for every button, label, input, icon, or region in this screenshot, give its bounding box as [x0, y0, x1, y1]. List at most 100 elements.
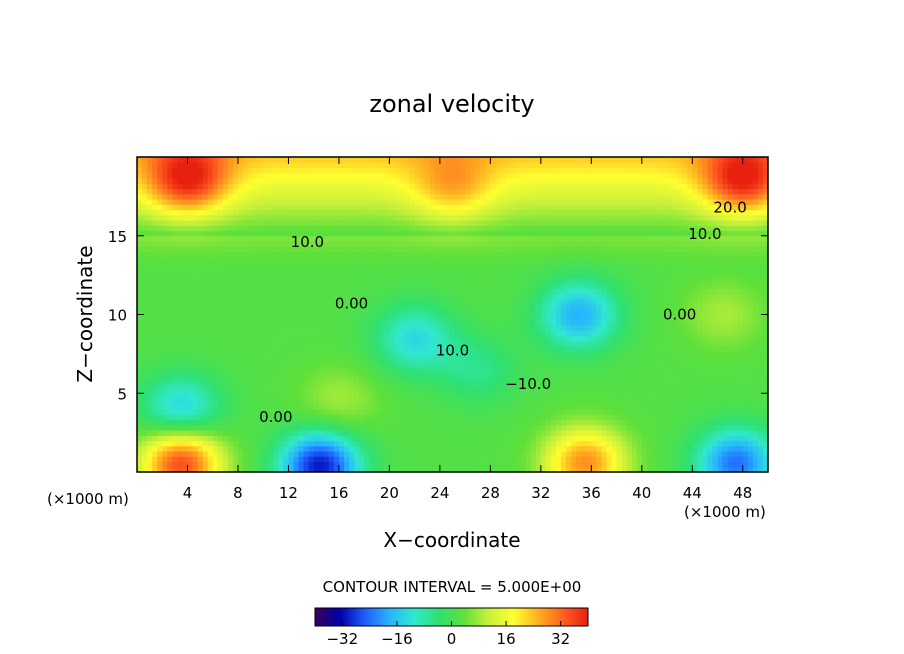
heatmap-cell: [475, 351, 481, 358]
heatmap-cell: [444, 241, 451, 247]
heatmap-cell: [298, 393, 305, 400]
heatmap-cell: [162, 204, 168, 211]
heatmap-cell: [530, 241, 537, 247]
heatmap-cell: [237, 377, 244, 384]
heatmap-cell: [394, 167, 401, 174]
heatmap-cell: [455, 256, 461, 263]
heatmap-cell: [530, 340, 537, 347]
heatmap-cell: [470, 193, 476, 200]
heatmap-cell: [243, 440, 249, 447]
heatmap-cell: [207, 256, 214, 263]
heatmap-cell: [480, 304, 486, 310]
heatmap-cell: [152, 235, 158, 242]
heatmap-cell: [212, 325, 219, 331]
heatmap-cell: [338, 356, 345, 363]
heatmap-cell: [162, 382, 168, 389]
heatmap-cell: [328, 172, 335, 179]
heatmap-cell: [550, 188, 557, 195]
heatmap-cell: [313, 298, 320, 305]
heatmap-cell: [303, 246, 310, 253]
heatmap-cell: [333, 277, 340, 284]
heatmap-cell: [227, 188, 234, 195]
heatmap-cell: [253, 246, 259, 253]
heatmap-cell: [222, 162, 229, 169]
heatmap-cell: [227, 256, 234, 263]
heatmap-cell: [278, 361, 284, 368]
heatmap-cell: [480, 262, 486, 268]
heatmap-cell: [308, 367, 315, 373]
heatmap-cell: [515, 451, 522, 457]
heatmap-cell: [465, 382, 471, 389]
heatmap-cell: [535, 209, 542, 216]
heatmap-cell: [550, 162, 557, 169]
heatmap-cell: [222, 361, 229, 368]
heatmap-cell: [520, 403, 527, 410]
heatmap-cell: [217, 304, 224, 310]
heatmap-cell: [520, 393, 527, 400]
heatmap-cell: [404, 419, 411, 426]
heatmap-cell: [540, 424, 547, 431]
heatmap-cell: [243, 346, 249, 352]
heatmap-cell: [520, 309, 527, 316]
heatmap-cell: [268, 262, 274, 268]
heatmap-cell: [303, 403, 310, 410]
heatmap-cell: [293, 199, 300, 205]
heatmap-cell: [545, 277, 552, 284]
heatmap-cell: [293, 178, 300, 184]
heatmap-cell: [449, 461, 456, 468]
heatmap-cell: [157, 193, 163, 200]
heatmap-cell: [485, 309, 491, 316]
heatmap-cell: [354, 183, 360, 190]
heatmap-cell: [167, 393, 173, 400]
heatmap-cell: [278, 214, 284, 221]
heatmap-cell: [338, 351, 345, 358]
heatmap-cell: [197, 335, 204, 342]
heatmap-cell: [172, 409, 178, 415]
heatmap-cell: [520, 235, 527, 242]
heatmap-cell: [349, 183, 355, 190]
heatmap-cell: [187, 251, 194, 258]
heatmap-cell: [318, 377, 325, 384]
heatmap-cell: [323, 377, 330, 384]
heatmap-cell: [212, 461, 219, 468]
heatmap-cell: [465, 351, 471, 358]
heatmap-cell: [449, 157, 456, 163]
heatmap-cell: [490, 188, 497, 195]
heatmap-cell: [162, 393, 168, 400]
heatmap-cell: [152, 193, 158, 200]
heatmap-cell: [419, 188, 426, 195]
heatmap-cell: [449, 351, 456, 358]
heatmap-cell: [434, 230, 441, 237]
heatmap-cell: [465, 414, 471, 421]
heatmap-cell: [550, 330, 557, 337]
heatmap-cell: [308, 403, 315, 410]
heatmap-cell: [273, 361, 279, 368]
heatmap-cell: [515, 178, 522, 184]
heatmap-cell: [298, 377, 305, 384]
heatmap-cell: [182, 456, 189, 463]
heatmap-cell: [520, 225, 527, 232]
heatmap-cell: [157, 225, 163, 232]
heatmap-cell: [374, 335, 380, 342]
heatmap-cell: [243, 157, 249, 163]
heatmap-cell: [500, 225, 507, 232]
heatmap-cell: [182, 251, 189, 258]
heatmap-cell: [455, 172, 461, 179]
heatmap-cell: [207, 456, 214, 463]
heatmap-cell: [157, 335, 163, 342]
heatmap-cell: [354, 272, 360, 279]
heatmap-cell: [338, 451, 345, 457]
heatmap-cell: [465, 157, 471, 163]
heatmap-cell: [298, 346, 305, 352]
heatmap-cell: [409, 435, 416, 442]
heatmap-cell: [359, 414, 365, 421]
heatmap-cell: [505, 293, 512, 300]
heatmap-cell: [419, 356, 426, 363]
heatmap-cell: [525, 178, 532, 184]
heatmap-cell: [404, 440, 411, 447]
heatmap-cell: [429, 293, 436, 300]
heatmap-cell: [298, 277, 305, 284]
heatmap-cell: [232, 456, 239, 463]
heatmap-cell: [273, 388, 279, 394]
heatmap-cell: [147, 178, 153, 184]
